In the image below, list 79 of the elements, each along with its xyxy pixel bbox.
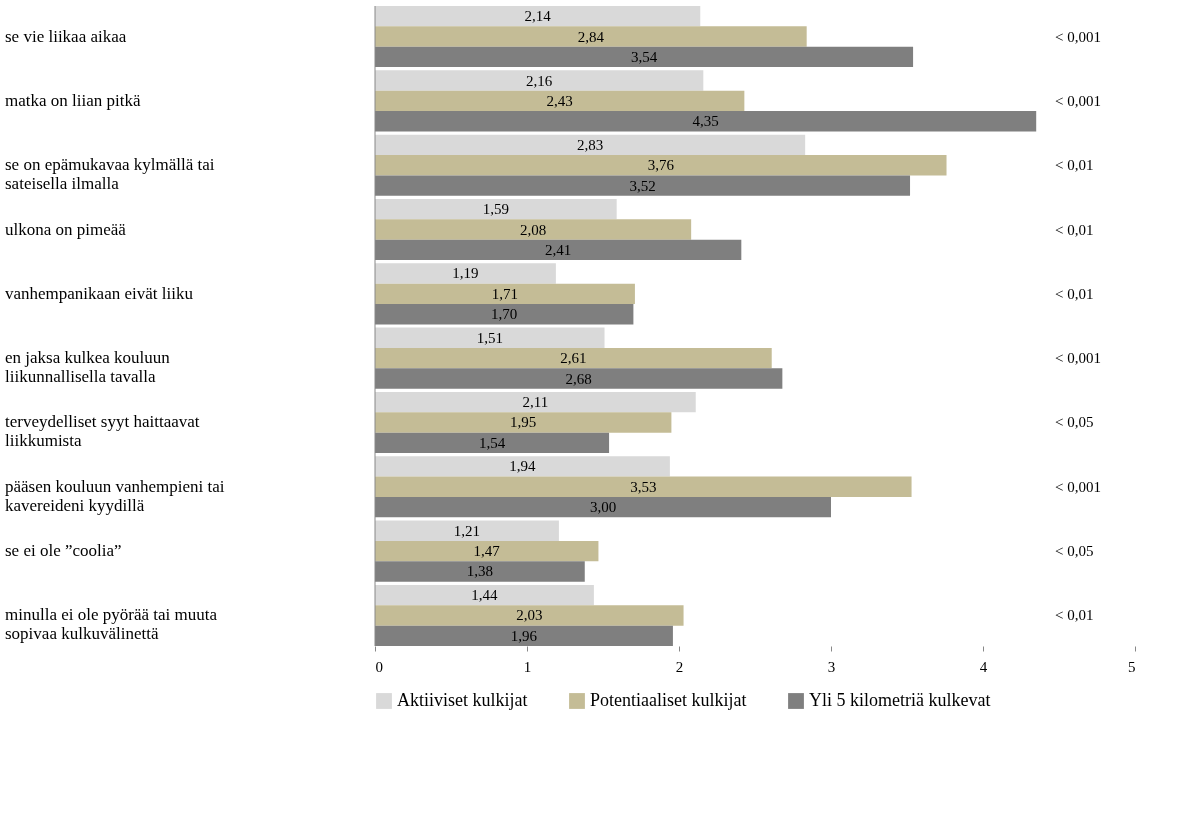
data-label: 1,44 <box>471 587 499 604</box>
data-label: 1,70 <box>491 306 518 323</box>
y-tick-label: se on epämukavaa kylmällä tai sateisella ilmalla <box>5 155 215 194</box>
data-label: 1,96 <box>510 627 538 644</box>
data-label: 4,35 <box>692 113 719 130</box>
y-tick-label: minulla ei ole pyörää tai muuta sopivaa kulkuvälinettä <box>5 605 218 644</box>
annotation: < 0,001 <box>1055 28 1101 45</box>
x-tick-label: 5 <box>1128 658 1136 675</box>
bar <box>375 90 745 112</box>
bar <box>375 476 912 497</box>
x-tick-label: 3 <box>827 658 836 675</box>
data-label: 2,03 <box>516 607 543 624</box>
bar <box>375 347 772 369</box>
bar <box>375 219 692 240</box>
legend-label: Potentiaaliset kulkijat <box>590 690 747 710</box>
data-label: 3,76 <box>647 157 675 174</box>
data-label: 2,16 <box>526 72 553 89</box>
annotation: < 0,05 <box>1055 543 1094 560</box>
legend-label: Aktiiviset kulkijat <box>397 690 528 710</box>
data-label: 3,00 <box>589 499 617 516</box>
data-label: 2,11 <box>522 394 549 411</box>
bar <box>375 155 947 176</box>
bar <box>375 198 617 220</box>
bar <box>375 540 599 562</box>
data-label: 1,21 <box>453 522 481 539</box>
bar <box>375 283 635 305</box>
bar <box>375 391 696 413</box>
annotation: < 0,01 <box>1055 285 1094 302</box>
bar <box>375 26 807 47</box>
bar <box>375 134 806 156</box>
x-tick-label: 2 <box>675 658 684 675</box>
data-label: 1,71 <box>491 285 519 302</box>
annotation: < 0,05 <box>1055 414 1094 431</box>
annotation: < 0,001 <box>1055 478 1101 495</box>
annotation: < 0,001 <box>1055 92 1101 109</box>
data-label: 2,08 <box>519 221 547 238</box>
bar <box>375 70 704 91</box>
y-tick-label: en jaksa kulkea kouluun liikunnallisella tavalla <box>5 348 171 387</box>
annotation: < 0,01 <box>1055 157 1094 174</box>
data-label: 2,41 <box>545 241 572 258</box>
annotation: < 0,001 <box>1055 350 1101 367</box>
data-label: 2,83 <box>576 136 604 153</box>
annotation: < 0,01 <box>1055 221 1094 238</box>
data-label: 2,68 <box>565 370 592 387</box>
y-tick-label: matka on liian pitkä <box>5 90 141 110</box>
data-label: 3,53 <box>630 478 657 495</box>
y-tick-label: se vie liikaa aikaa <box>5 26 127 46</box>
bar <box>375 584 594 606</box>
bar <box>375 520 559 541</box>
data-label: 1,95 <box>510 414 537 431</box>
annotation: < 0,01 <box>1055 607 1094 624</box>
bar <box>375 412 672 433</box>
bar <box>375 263 556 284</box>
legend-label: Yli 5 kilometriä kulkevat <box>809 690 991 710</box>
x-tick-label: 1 <box>523 658 532 675</box>
data-label: 2,84 <box>577 28 605 45</box>
data-label: 1,19 <box>452 265 479 282</box>
bar <box>375 456 670 477</box>
data-label: 1,59 <box>482 201 509 218</box>
data-label: 1,94 <box>509 458 537 475</box>
data-label: 1,54 <box>478 434 506 451</box>
bar <box>375 327 605 348</box>
data-label: 2,61 <box>560 350 587 367</box>
data-label: 3,52 <box>629 177 656 194</box>
bar <box>375 605 684 626</box>
bar <box>375 6 701 27</box>
data-label: 2,14 <box>524 8 552 25</box>
x-tick-label: 4 <box>979 658 988 675</box>
data-label: 1,47 <box>473 543 501 560</box>
y-tick-label: pääsen kouluun vanhempieni tai kavereideni kyydillä <box>5 476 225 515</box>
y-tick-label: se ei ole ”coolia” <box>5 541 122 561</box>
y-tick-label: terveydelliset syyt haittaavat liikkumista <box>5 412 200 451</box>
data-label: 3,54 <box>630 48 658 65</box>
data-label: 2,43 <box>546 92 573 109</box>
y-tick-label: ulkona on pimeää <box>5 219 127 239</box>
data-label: 1,38 <box>466 563 494 580</box>
y-tick-label: vanhempanikaan eivät liiku <box>5 283 194 303</box>
data-label: 1,51 <box>476 329 503 346</box>
x-tick-label: 0 <box>375 658 383 675</box>
